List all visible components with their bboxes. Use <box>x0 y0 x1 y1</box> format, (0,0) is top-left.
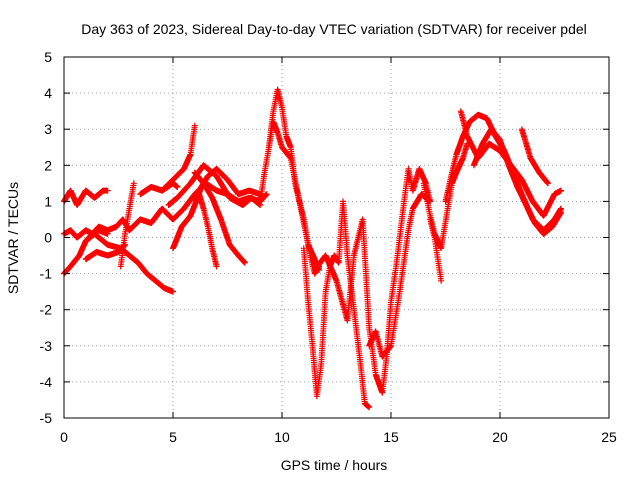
data-point-markers <box>137 180 181 198</box>
data-series-track-9 <box>159 122 198 194</box>
y-tick-label: -4 <box>40 374 53 390</box>
data-point-markers <box>61 187 111 208</box>
data-point-markers <box>165 162 264 208</box>
data-point-markers <box>170 165 264 252</box>
chart-title: Day 363 of 2023, Sidereal Day-to-day VTE… <box>81 21 587 37</box>
x-tick-label: 15 <box>383 429 399 445</box>
data-series-track-15 <box>265 119 323 273</box>
tick-layer: 0 5 10 15 20 25 -5 -4 -3 -2 -1 0 1 2 3 4 5 <box>40 49 617 445</box>
data-series-track-1 <box>61 187 111 208</box>
data-series-track-8 <box>137 180 181 198</box>
data-point-markers <box>159 122 198 194</box>
y-tick-label: -2 <box>40 302 53 318</box>
y-tick-label: 2 <box>44 157 52 173</box>
data-point-markers <box>61 230 176 295</box>
data-series-track-24 <box>518 126 551 187</box>
data-point-markers <box>265 119 323 273</box>
y-axis-label: SDTVAR / TECUs <box>5 182 21 294</box>
x-tick-label: 20 <box>492 429 508 445</box>
data-series-track-16 <box>300 198 373 411</box>
data-point-markers <box>311 165 434 396</box>
grid-layer <box>64 57 609 418</box>
x-tick-label: 10 <box>274 429 290 445</box>
data-point-markers <box>191 169 248 266</box>
data-point-markers <box>427 216 445 284</box>
y-tick-label: 5 <box>44 49 52 65</box>
data-series-track-6 <box>117 180 137 270</box>
data-layer <box>61 86 564 411</box>
data-point-markers <box>117 180 137 270</box>
x-axis-label: GPS time / hours <box>281 457 388 473</box>
y-tick-label: 0 <box>44 230 52 246</box>
data-point-markers <box>300 198 373 411</box>
x-tick-label: 5 <box>169 429 177 445</box>
y-tick-label: 3 <box>44 121 52 137</box>
y-tick-label: -1 <box>40 266 53 282</box>
y-tick-label: 4 <box>44 85 52 101</box>
data-series-track-11 <box>170 165 264 252</box>
data-point-markers <box>82 216 133 245</box>
data-point-markers <box>196 191 220 270</box>
x-tick-label: 25 <box>601 429 617 445</box>
data-series-track-5 <box>82 216 133 245</box>
y-tick-label: -5 <box>40 410 53 426</box>
y-tick-label: 1 <box>44 193 52 209</box>
y-tick-label: -3 <box>40 338 53 354</box>
data-series-track-17 <box>311 165 434 396</box>
data-series-track-3 <box>61 230 176 295</box>
data-series-track-20 <box>427 216 445 284</box>
data-series-track-10 <box>165 162 264 208</box>
data-series-track-13 <box>196 191 220 270</box>
data-point-markers <box>470 126 564 237</box>
data-series-track-23 <box>470 126 564 237</box>
data-point-markers <box>518 126 551 187</box>
data-series-track-12 <box>191 169 248 266</box>
x-tick-label: 0 <box>60 429 68 445</box>
